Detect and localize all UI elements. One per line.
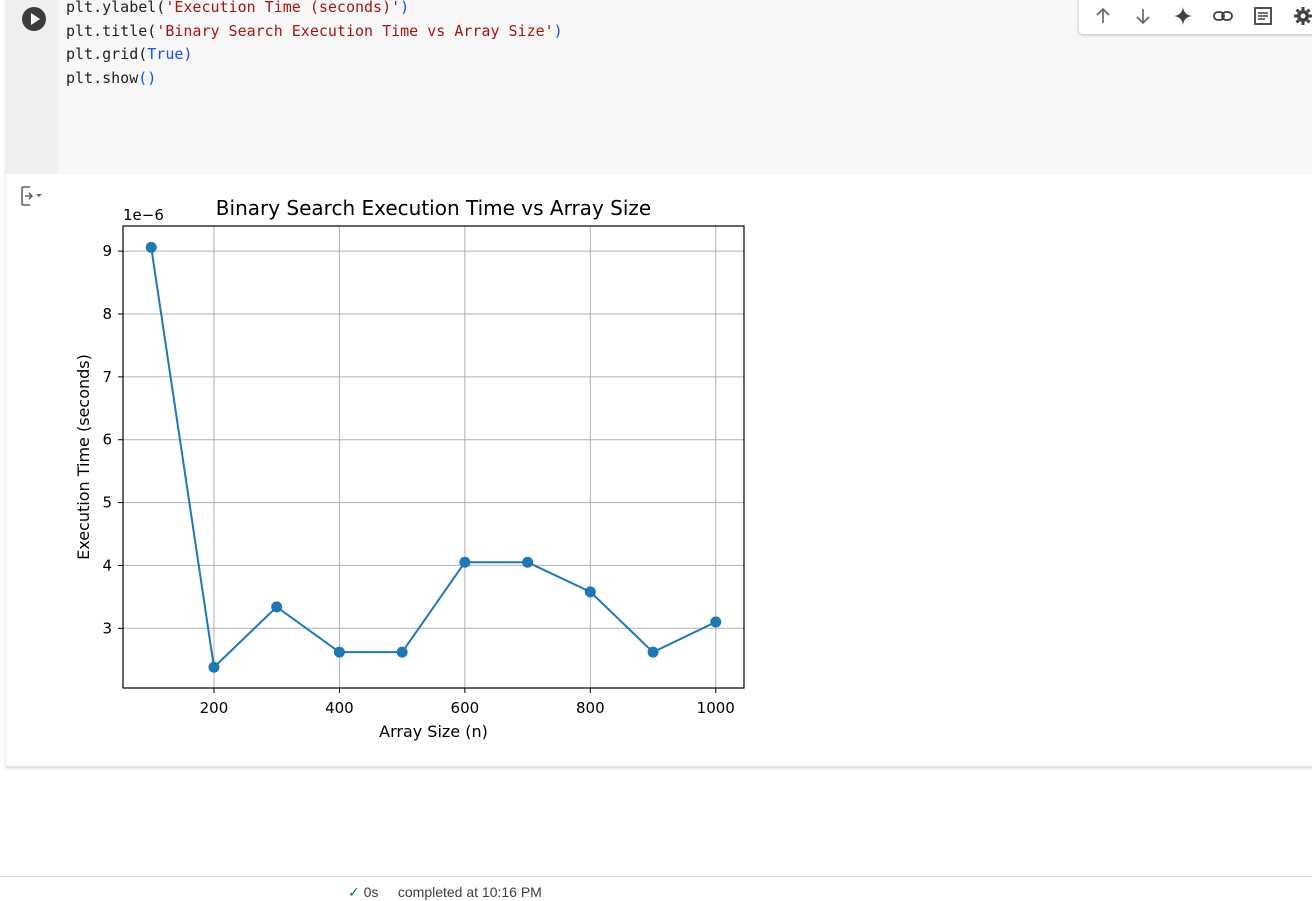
code-token: ()	[138, 68, 157, 87]
code-line: plt.ylabel('Execution Time (seconds)')	[66, 0, 563, 20]
output-expand-icon	[21, 186, 42, 206]
move-cell-down-button[interactable]	[1127, 0, 1159, 32]
y-tick-label: 4	[102, 556, 112, 574]
add-comment-button[interactable]	[1247, 0, 1279, 32]
x-tick-label: 600	[451, 699, 480, 717]
code-token: 'Binary Search Execution Time vs Array S…	[156, 21, 554, 40]
y-tick-label: 6	[102, 431, 112, 449]
data-point	[459, 556, 471, 568]
code-token: plt.grid(	[66, 45, 148, 63]
cell-toolbar	[1079, 0, 1312, 34]
data-point	[208, 661, 220, 673]
data-point	[271, 601, 283, 613]
y-tick-label: 8	[102, 305, 112, 323]
x-tick-label: 400	[325, 699, 354, 717]
run-cell-button[interactable]	[22, 7, 46, 31]
code-token: True)	[147, 45, 193, 63]
plot-frame	[122, 225, 745, 689]
data-point	[584, 586, 596, 598]
x-tick-label: 800	[576, 699, 605, 717]
copy-link-button[interactable]	[1207, 0, 1239, 32]
code-token: plt.show	[66, 68, 139, 87]
gemini-button[interactable]	[1167, 0, 1199, 32]
data-point	[333, 646, 345, 658]
x-axis-label: Array Size (n)	[379, 722, 488, 741]
x-tick-label: 200	[200, 699, 229, 717]
code-token: 'Execution Time (seconds)'	[165, 0, 401, 16]
series-line	[150, 247, 717, 670]
code-token: )	[400, 0, 410, 16]
status-check-icon: ✓	[348, 884, 360, 900]
x-tick-label: 1000	[697, 699, 735, 717]
code-line: plt.show()	[66, 67, 563, 91]
move-cell-up-button[interactable]	[1087, 0, 1119, 32]
data-point	[710, 616, 722, 628]
sparkle-icon	[1174, 7, 1192, 25]
data-point	[647, 646, 659, 658]
cell-settings-button[interactable]	[1287, 0, 1312, 32]
status-bar: ✓ 0s completed at 10:16 PM	[0, 876, 1312, 900]
gear-icon	[1294, 7, 1312, 25]
y-tick-label: 7	[102, 368, 112, 386]
code-text[interactable]: plt.ylabel('Execution Time (seconds)') pl…	[66, 0, 563, 90]
arrow-down-icon	[1136, 9, 1150, 25]
output-toggle-button[interactable]	[18, 184, 48, 212]
status-completed: completed at 10:16 PM	[397, 884, 542, 900]
code-line: plt.grid(True)	[66, 43, 563, 67]
data-point	[522, 556, 534, 568]
code-token: plt.title(	[66, 21, 157, 40]
y-tick-label: 9	[102, 242, 112, 260]
y-axis-label: Execution Time (seconds)	[74, 354, 93, 560]
data-point	[396, 646, 408, 658]
comment-icon	[1254, 7, 1272, 25]
data-point	[145, 241, 157, 253]
status-text: ✓ 0s completed at 10:16 PM	[348, 884, 542, 901]
code-token: plt.ylabel(	[66, 0, 166, 16]
arrow-up-icon	[1096, 7, 1110, 23]
link-icon	[1213, 11, 1233, 21]
status-duration: 0s	[363, 884, 379, 900]
y-tick-label: 5	[102, 494, 112, 512]
y-tick-label: 3	[102, 619, 112, 637]
chart-title: Binary Search Execution Time vs Array Si…	[216, 196, 651, 220]
code-token: )	[553, 21, 563, 40]
code-line: plt.title('Binary Search Execution Time …	[66, 20, 563, 44]
play-icon	[31, 13, 40, 25]
y-offset-label: 1e−6	[123, 206, 164, 224]
